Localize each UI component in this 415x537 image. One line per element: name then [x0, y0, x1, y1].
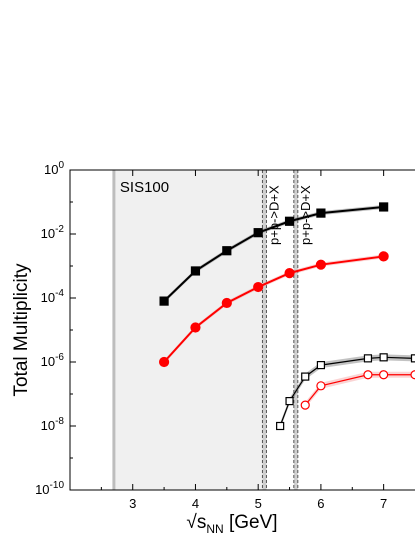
x-tick-label: 3 — [129, 496, 136, 511]
x-tick-label: 6 — [317, 496, 324, 511]
threshold-label-1: p+p->D+X — [266, 185, 281, 245]
series-2-point — [253, 281, 264, 293]
y-tick-label: 10-4 — [41, 288, 65, 305]
series-3-point — [285, 396, 294, 406]
sis100-label: SIS100 — [120, 179, 169, 196]
series-2-point — [315, 259, 327, 270]
series-3-point — [316, 361, 326, 370]
series-4-band — [305, 371, 415, 409]
y-axis: 10-10 10-8 10-6 10-4 10-2 100 — [35, 160, 76, 497]
y-tick-label: 10-6 — [41, 352, 65, 369]
y-axis-title: Total Multiplicity — [11, 263, 32, 397]
series-4-point — [316, 381, 326, 391]
series-4-point — [363, 370, 373, 380]
threshold-label-2: p+p->D+X — [298, 185, 313, 245]
x-axis: 3 4 5 6 7 — [100, 170, 387, 511]
series-3-point — [301, 372, 310, 381]
x-tick-label: 4 — [192, 496, 199, 511]
series-2-point — [284, 267, 295, 279]
y-tick-label: 10-8 — [41, 416, 65, 433]
series-1-point — [159, 296, 169, 306]
x-axis-title-main: √s — [186, 512, 206, 533]
threshold-band-fill — [293, 170, 298, 490]
x-axis-title: √sNN [GeV] — [186, 512, 277, 536]
series-1-point — [284, 216, 295, 226]
series-3-point — [363, 354, 373, 363]
series-2-point — [221, 297, 232, 309]
y-tick-label: 100 — [44, 160, 64, 177]
x-tick-label: 7 — [380, 496, 387, 511]
sis100-shaded-region — [113, 170, 265, 490]
series-3-band — [280, 354, 415, 429]
series-3-line — [279, 356, 415, 427]
y-tick-label: 10-10 — [35, 480, 64, 497]
threshold-band-fill — [262, 170, 267, 490]
series-1-point — [379, 202, 389, 212]
series-4-point — [379, 370, 389, 380]
series-3-point — [410, 354, 415, 363]
series-4-point — [300, 400, 310, 410]
series-3-point — [276, 421, 285, 431]
series-4-point — [410, 370, 415, 380]
series-1-point — [190, 266, 201, 276]
threshold-band-2 — [293, 170, 299, 490]
series-1-point — [316, 208, 326, 218]
series-layer — [158, 202, 415, 431]
series-2-point — [158, 356, 170, 368]
x-axis-title-subscript: NN — [206, 522, 223, 536]
series-1-point — [222, 246, 232, 256]
x-tick-label: 5 — [255, 496, 262, 511]
series-3-point — [379, 353, 388, 362]
threshold-band-1 — [261, 170, 267, 490]
y-tick-label: 10-2 — [41, 224, 65, 241]
series-2-point — [378, 251, 389, 262]
x-axis-title-unit: [GeV] — [224, 512, 278, 533]
series-2-point — [190, 322, 201, 333]
plot-area — [112, 170, 415, 490]
series-1-point — [253, 228, 263, 238]
